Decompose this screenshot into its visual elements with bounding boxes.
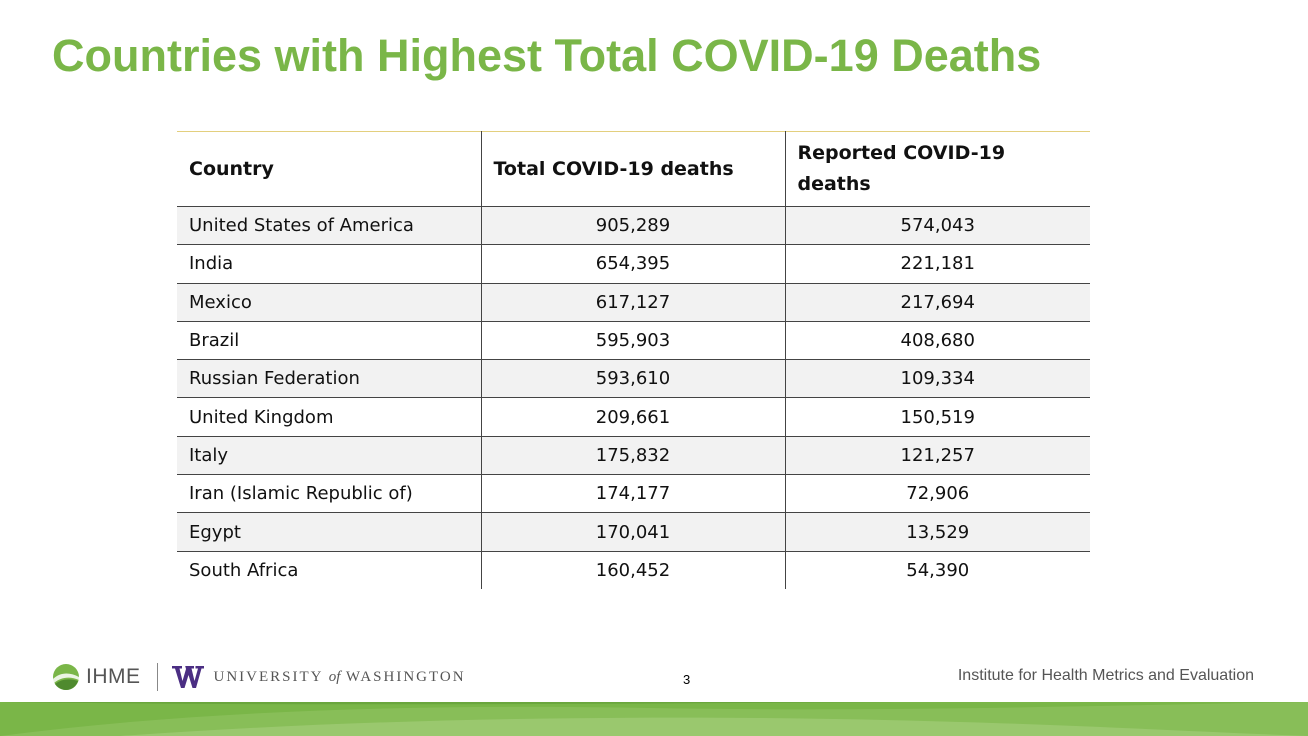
cell-reported-deaths: 13,529 xyxy=(784,512,1090,552)
cell-total-deaths: 160,452 xyxy=(480,551,785,590)
cell-reported-deaths: 217,694 xyxy=(784,283,1090,322)
uw-logo: UNIVERSITY of WASHINGTON xyxy=(171,666,466,688)
table-row: Egypt 170,041 13,529 xyxy=(177,512,1090,552)
table-header-row: Country Total COVID-19 deaths Reported C… xyxy=(177,131,1090,207)
uw-logo-text-of: of xyxy=(328,668,341,685)
table-row: Mexico 617,127 217,694 xyxy=(177,283,1090,322)
cell-total-deaths: 905,289 xyxy=(480,206,785,245)
cell-reported-deaths: 221,181 xyxy=(784,244,1090,284)
cell-country: Brazil xyxy=(189,330,240,352)
table-row: United States of America 905,289 574,043 xyxy=(177,206,1090,245)
table-row: South Africa 160,452 54,390 xyxy=(177,551,1090,590)
cell-total-deaths: 209,661 xyxy=(480,397,785,437)
cell-country: Russian Federation xyxy=(189,368,360,390)
cell-reported-deaths: 574,043 xyxy=(784,206,1090,245)
cell-country: United States of America xyxy=(189,215,414,237)
page-number: 3 xyxy=(683,672,691,687)
ihme-logo-text: IHME xyxy=(86,665,141,688)
cell-total-deaths: 174,177 xyxy=(480,474,785,513)
cell-country: Iran (Islamic Republic of) xyxy=(189,483,413,505)
header-total-deaths: Total COVID-19 deaths xyxy=(480,131,785,207)
uw-logo-text: UNIVERSITY of WASHINGTON xyxy=(214,669,466,686)
cell-total-deaths: 595,903 xyxy=(480,321,785,360)
cell-country: Egypt xyxy=(189,521,241,543)
footer-green-band xyxy=(0,702,1308,736)
cell-reported-deaths: 72,906 xyxy=(784,474,1090,513)
cell-country: United Kingdom xyxy=(189,406,334,428)
table-row: Russian Federation 593,610 109,334 xyxy=(177,359,1090,398)
table-row: India 654,395 221,181 xyxy=(177,244,1090,284)
cell-total-deaths: 175,832 xyxy=(480,436,785,475)
institute-name: Institute for Health Metrics and Evaluat… xyxy=(957,667,1254,684)
cell-reported-deaths: 54,390 xyxy=(784,551,1090,590)
footer-logos: IHME UNIVERSITY of WASHINGTON xyxy=(52,660,466,694)
cell-country: Italy xyxy=(189,444,229,466)
cell-country: Mexico xyxy=(189,291,252,313)
cell-total-deaths: 170,041 xyxy=(480,512,785,552)
uw-logo-text-washington: WASHINGTON xyxy=(340,668,466,685)
cell-total-deaths: 654,395 xyxy=(480,244,785,284)
cell-reported-deaths: 121,257 xyxy=(784,436,1090,475)
ihme-logo-icon xyxy=(53,664,79,690)
table-row: Brazil 595,903 408,680 xyxy=(177,321,1090,360)
logo-divider xyxy=(156,663,158,691)
table-row: Iran (Islamic Republic of) 174,177 72,90… xyxy=(177,474,1090,513)
ihme-logo: IHME xyxy=(52,663,141,691)
cell-country: India xyxy=(189,253,234,275)
uw-w-logo-icon xyxy=(171,666,204,688)
cell-total-deaths: 593,610 xyxy=(480,359,785,398)
uw-logo-text-university: UNIVERSITY xyxy=(213,668,329,685)
table-row: Italy 175,832 121,257 xyxy=(177,436,1090,475)
slide-title: Countries with Highest Total COVID-19 De… xyxy=(52,30,1042,81)
cell-reported-deaths: 408,680 xyxy=(784,321,1090,360)
cell-reported-deaths: 150,519 xyxy=(784,397,1090,437)
covid-deaths-table: Country Total COVID-19 deaths Reported C… xyxy=(177,131,1090,590)
header-country: Country xyxy=(177,131,481,207)
table-row: United Kingdom 209,661 150,519 xyxy=(177,397,1090,437)
cell-country: South Africa xyxy=(189,560,299,582)
cell-reported-deaths: 109,334 xyxy=(784,359,1090,398)
cell-total-deaths: 617,127 xyxy=(480,283,785,322)
header-reported-deaths: Reported COVID-19 deaths xyxy=(784,131,1090,207)
